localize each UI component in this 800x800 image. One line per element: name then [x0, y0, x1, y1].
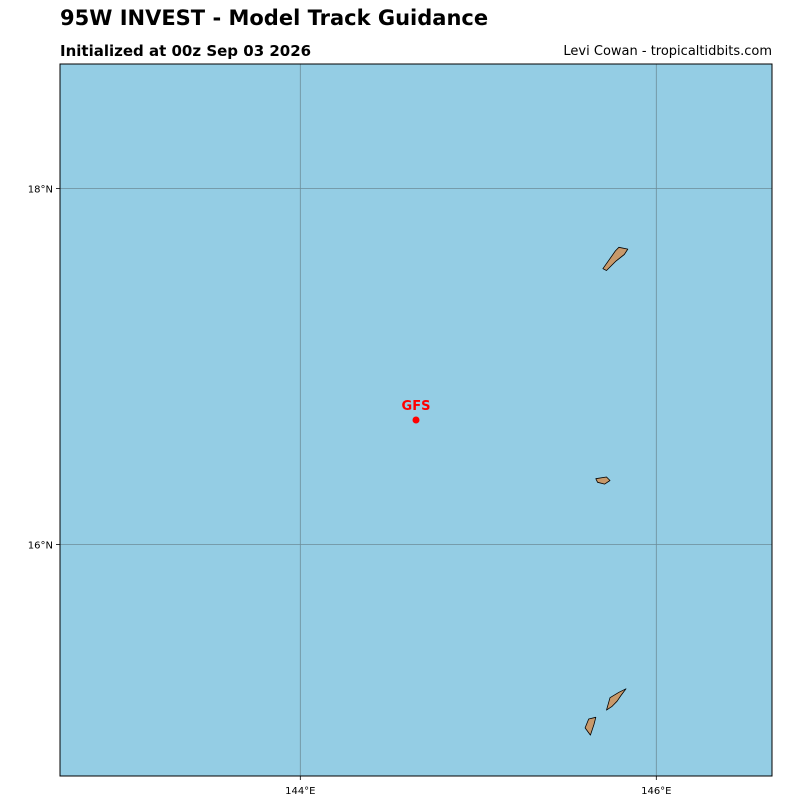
map-frame — [59, 63, 773, 777]
init-time-subtitle: Initialized at 00z Sep 03 2026 — [60, 42, 312, 60]
tick-label-lon: 144°E — [285, 786, 315, 797]
axis-ticks: 144°E 146°E 18°N 16°N — [28, 185, 672, 797]
tick-label-lat: 16°N — [28, 541, 53, 552]
island-sarigan — [595, 476, 611, 485]
island-tinian — [584, 716, 597, 736]
land-layer — [584, 246, 629, 736]
storm-position-marker — [412, 416, 420, 424]
model-label: GFS — [402, 399, 431, 414]
tick-label-lat: 18°N — [28, 185, 53, 196]
island-saipan — [606, 688, 627, 711]
credit-text: Levi Cowan - tropicaltidbits.com — [563, 44, 772, 59]
tick-label-lon: 146°E — [641, 786, 671, 797]
island-anatahan — [602, 246, 629, 271]
page-title: 95W INVEST - Model Track Guidance — [60, 6, 489, 30]
gridlines — [60, 64, 772, 776]
storm-layer: GFS — [402, 399, 431, 424]
